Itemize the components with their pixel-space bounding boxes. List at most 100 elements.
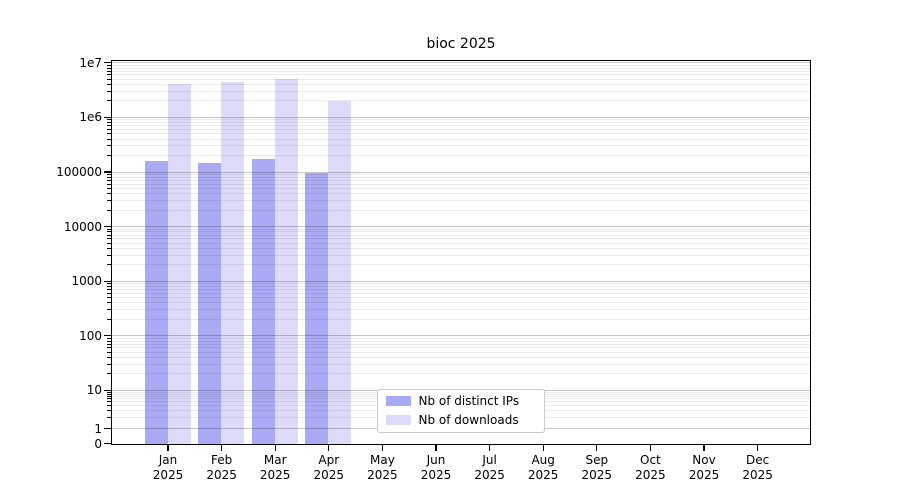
gridline-minor bbox=[112, 133, 810, 135]
legend: Nb of distinct IPs Nb of downloads bbox=[376, 388, 545, 433]
ytick-minor-mark bbox=[107, 285, 111, 287]
ytick-minor-mark bbox=[107, 138, 111, 140]
gridline-minor bbox=[112, 209, 810, 211]
ytick-minor-mark bbox=[107, 309, 111, 311]
ytick-minor-mark bbox=[107, 133, 111, 135]
legend-label-downloads: Nb of downloads bbox=[418, 413, 519, 427]
gridline-minor bbox=[112, 67, 810, 69]
gridline-major-1e6 bbox=[112, 116, 810, 118]
ytick-mark-1e6 bbox=[104, 116, 111, 118]
ytick-minor-mark bbox=[107, 351, 111, 353]
xtick-mark-apr bbox=[328, 445, 330, 451]
xtick-label-may: May 2025 bbox=[367, 452, 398, 482]
ytick-minor-mark bbox=[107, 283, 111, 285]
ytick-minor-mark bbox=[107, 183, 111, 185]
gridline-minor bbox=[112, 337, 810, 339]
ytick-mark-1e7 bbox=[104, 62, 111, 64]
gridline-minor bbox=[112, 242, 810, 244]
ytick-minor-mark bbox=[107, 238, 111, 240]
gridline-minor bbox=[112, 357, 810, 359]
xtick-label-oct: Oct 2025 bbox=[635, 452, 666, 482]
ytick-minor-mark bbox=[107, 242, 111, 244]
ytick-minor-mark bbox=[107, 234, 111, 236]
gridline-minor bbox=[112, 309, 810, 311]
gridline-minor bbox=[112, 193, 810, 195]
ytick-minor-mark bbox=[107, 401, 111, 403]
ytick-minor-mark bbox=[107, 292, 111, 294]
ytick-minor-mark bbox=[107, 67, 111, 69]
xtick-mark-feb bbox=[221, 445, 223, 451]
ytick-minor-mark bbox=[107, 398, 111, 400]
legend-swatch-downloads bbox=[385, 415, 411, 425]
ytick-minor-mark bbox=[107, 64, 111, 66]
gridline-minor bbox=[112, 234, 810, 236]
gridline-minor bbox=[112, 351, 810, 353]
ytick-minor-mark bbox=[107, 340, 111, 342]
gridline-minor bbox=[112, 183, 810, 185]
ytick-minor-mark bbox=[107, 373, 111, 375]
plot-area: Nb of distinct IPs Nb of downloads bbox=[111, 60, 811, 445]
ytick-minor-mark bbox=[107, 176, 111, 178]
gridline-minor bbox=[112, 145, 810, 147]
xtick-mark-jan bbox=[167, 445, 169, 451]
ytick-minor-mark bbox=[107, 70, 111, 72]
ytick-minor-mark bbox=[107, 357, 111, 359]
ytick-minor-mark bbox=[107, 247, 111, 249]
legend-row-distinct-ips: Nb of distinct IPs bbox=[385, 394, 534, 408]
xtick-label-nov: Nov 2025 bbox=[688, 452, 720, 482]
ytick-minor-mark bbox=[107, 363, 111, 365]
gridline-major-1e7 bbox=[112, 62, 810, 64]
ytick-minor-mark bbox=[107, 405, 111, 407]
gridline-minor bbox=[112, 187, 810, 189]
xtick-mark-jul bbox=[489, 445, 491, 451]
ytick-mark-100 bbox=[104, 335, 111, 337]
ytick-label-1e7: 1e7 bbox=[79, 55, 102, 70]
ytick-minor-mark bbox=[107, 416, 111, 418]
ytick-minor-mark bbox=[107, 209, 111, 211]
ytick-minor-mark bbox=[107, 200, 111, 202]
gridline-minor bbox=[112, 247, 810, 249]
ytick-minor-mark bbox=[107, 84, 111, 86]
xtick-mark-dec bbox=[757, 445, 759, 451]
gridline-minor bbox=[112, 119, 810, 121]
gridline-minor bbox=[112, 125, 810, 127]
gridline-minor bbox=[112, 254, 810, 256]
bar-downloads-jan bbox=[167, 83, 191, 444]
ytick-minor-mark bbox=[107, 179, 111, 181]
gridline-minor bbox=[112, 373, 810, 375]
legend-label-distinct-ips: Nb of distinct IPs bbox=[418, 394, 520, 408]
ytick-minor-mark bbox=[107, 289, 111, 291]
gridline-minor bbox=[112, 200, 810, 202]
legend-swatch-distinct-ips bbox=[385, 396, 411, 406]
gridline-minor bbox=[112, 343, 810, 345]
gridline-minor bbox=[112, 122, 810, 124]
gridline-minor bbox=[112, 70, 810, 72]
ytick-minor-mark bbox=[107, 343, 111, 345]
ytick-label-10: 10 bbox=[86, 383, 102, 398]
ytick-minor-mark bbox=[107, 254, 111, 256]
gridline-minor bbox=[112, 264, 810, 266]
ytick-minor-mark bbox=[107, 337, 111, 339]
ytick-minor-mark bbox=[107, 395, 111, 397]
ytick-minor-mark bbox=[107, 122, 111, 124]
xtick-mark-oct bbox=[649, 445, 651, 451]
xtick-label-sep: Sep 2025 bbox=[581, 452, 613, 482]
xtick-label-dec: Dec 2025 bbox=[742, 452, 773, 482]
xtick-label-jun: Jun 2025 bbox=[420, 452, 452, 482]
xtick-label-jul: Jul 2025 bbox=[474, 452, 505, 482]
bar-distinct-ips-feb bbox=[198, 162, 222, 444]
xtick-mark-mar bbox=[274, 445, 276, 451]
ytick-minor-mark bbox=[107, 155, 111, 157]
ytick-minor-mark bbox=[107, 228, 111, 230]
ytick-minor-mark bbox=[107, 129, 111, 130]
ytick-mark-10 bbox=[104, 389, 111, 391]
gridline-minor bbox=[112, 340, 810, 342]
gridline-minor bbox=[112, 347, 810, 349]
gridline-minor bbox=[112, 173, 810, 175]
ytick-minor-mark bbox=[107, 264, 111, 266]
gridline-minor bbox=[112, 64, 810, 66]
gridline-minor bbox=[112, 155, 810, 157]
gridline-minor bbox=[112, 78, 810, 80]
ytick-minor-mark bbox=[107, 100, 111, 102]
xtick-mark-may bbox=[381, 445, 383, 451]
